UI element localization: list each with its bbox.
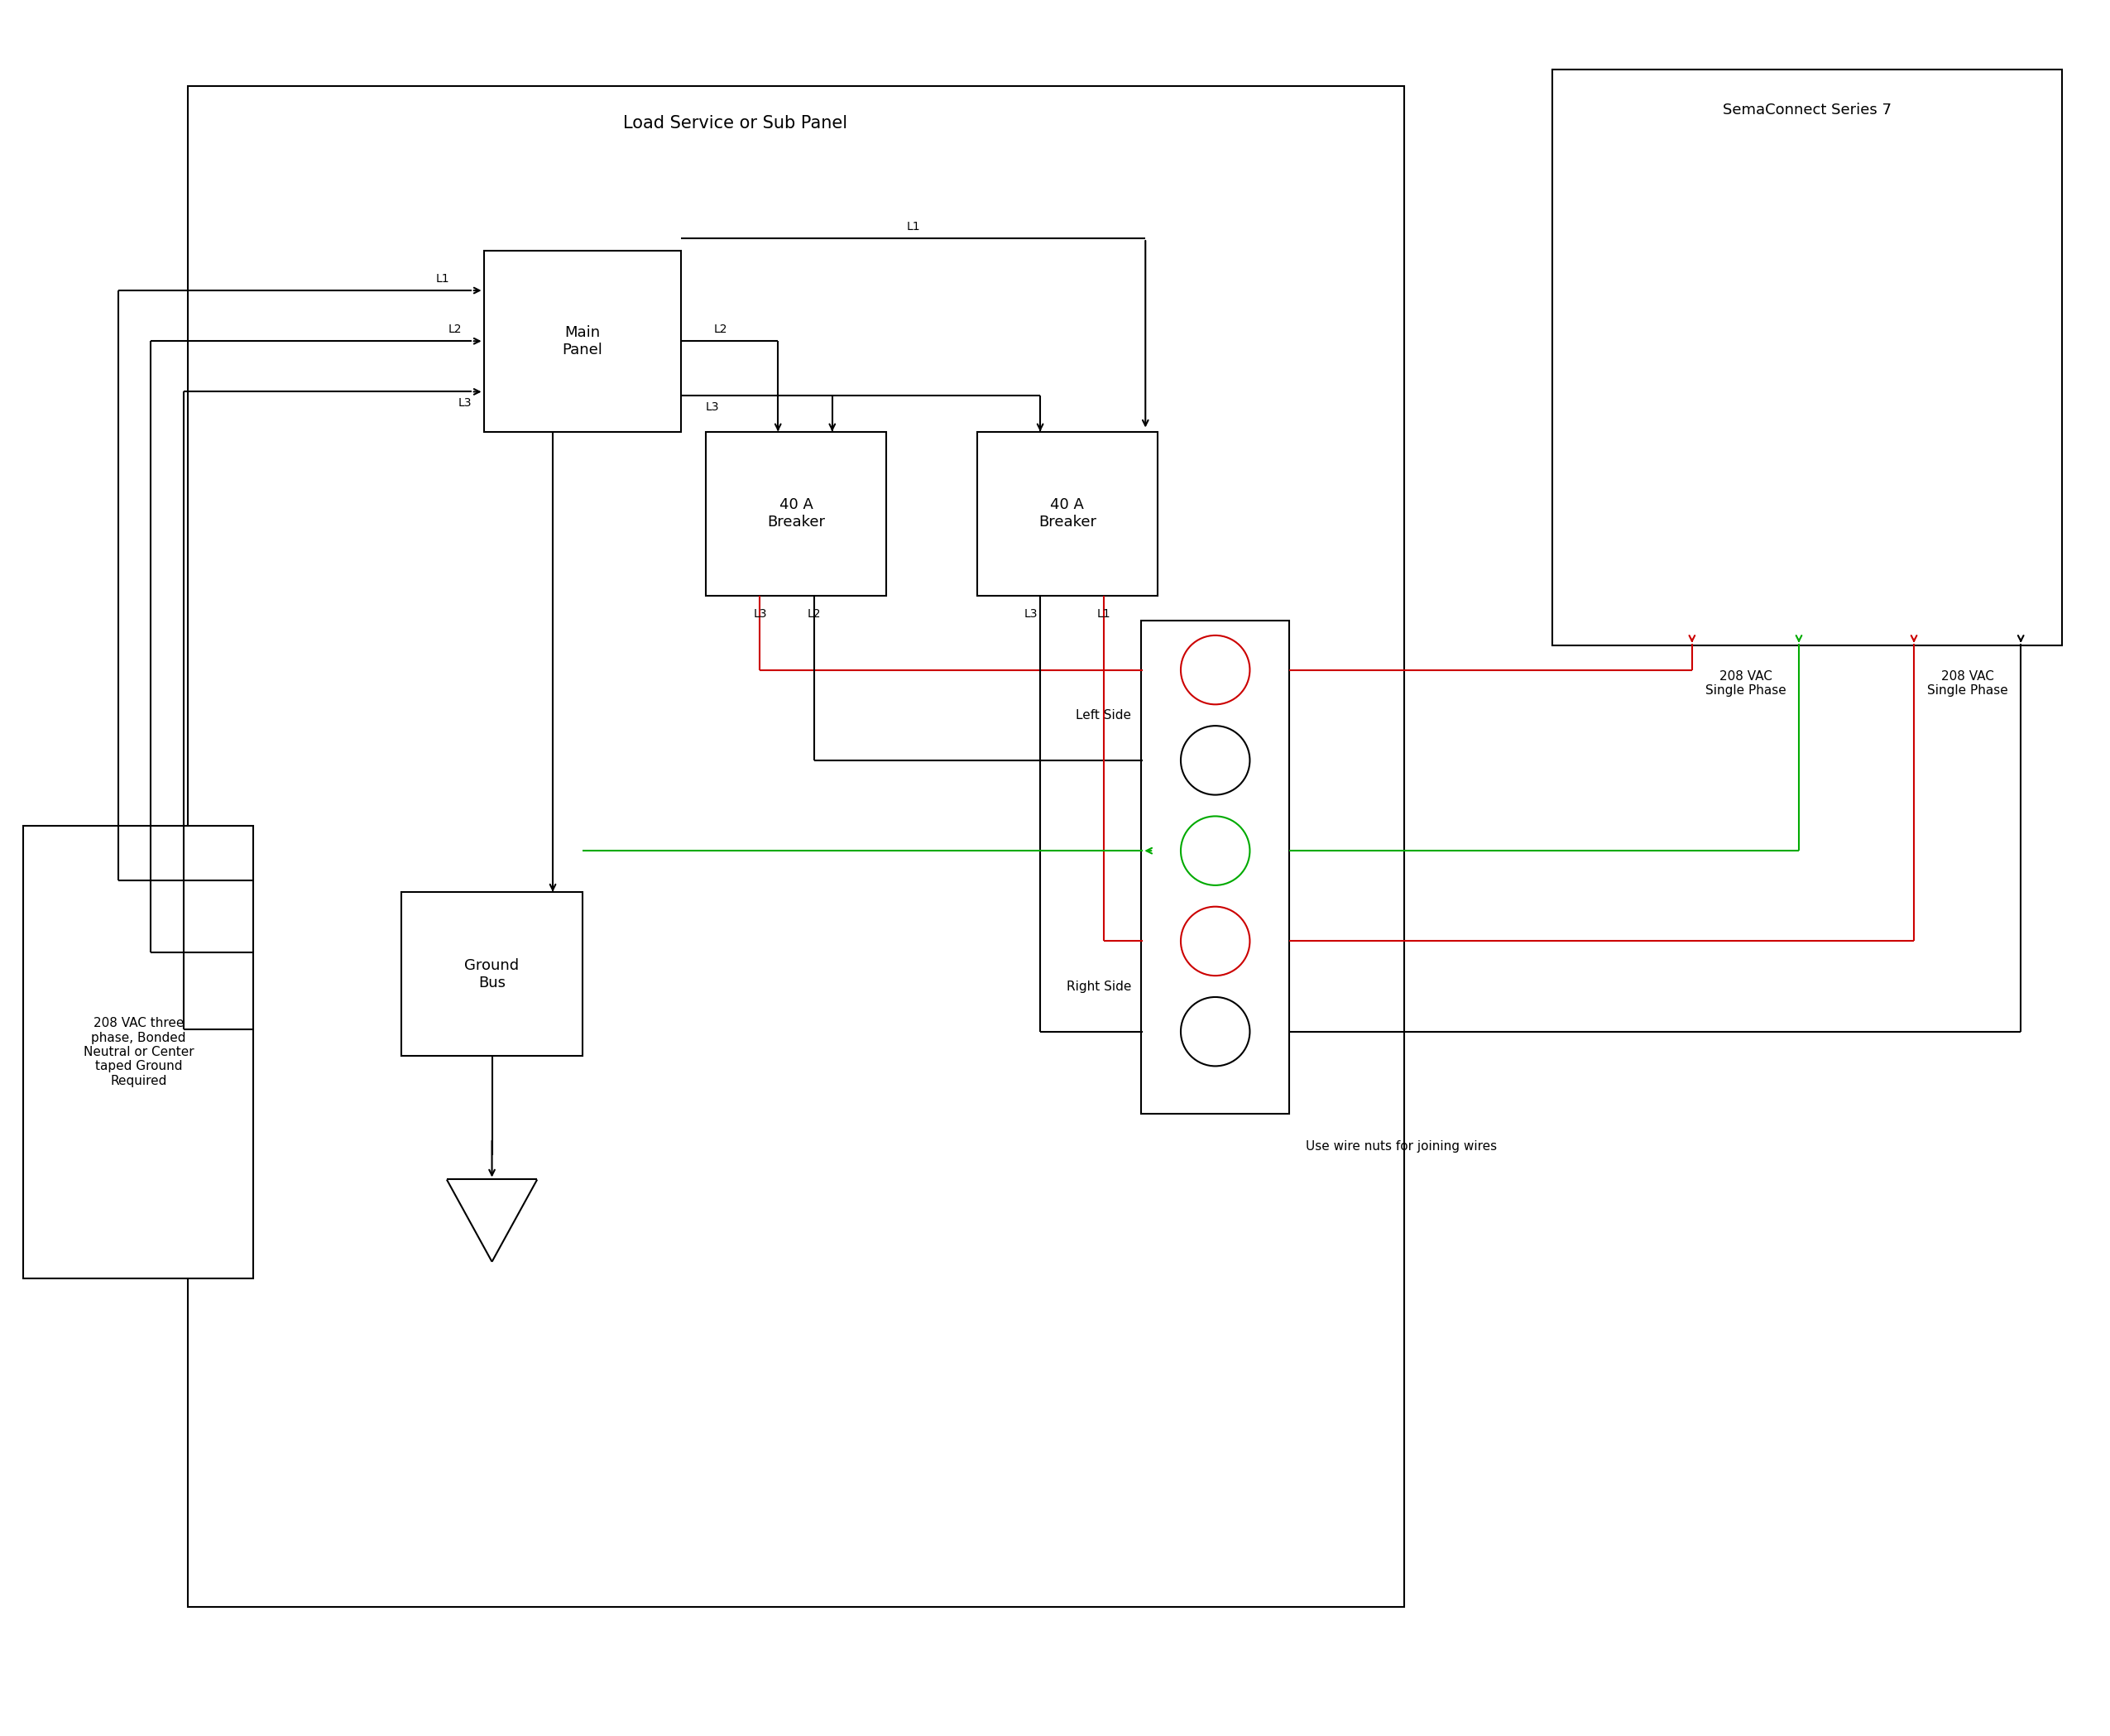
Text: 40 A
Breaker: 40 A Breaker bbox=[768, 498, 825, 529]
Text: 40 A
Breaker: 40 A Breaker bbox=[1038, 498, 1097, 529]
Polygon shape bbox=[977, 432, 1158, 595]
Text: 208 VAC
Single Phase: 208 VAC Single Phase bbox=[1705, 670, 1785, 696]
Polygon shape bbox=[483, 250, 682, 432]
Text: L3: L3 bbox=[458, 398, 471, 410]
Text: L3: L3 bbox=[753, 608, 766, 620]
Text: 208 VAC
Single Phase: 208 VAC Single Phase bbox=[1926, 670, 2009, 696]
Text: SemaConnect Series 7: SemaConnect Series 7 bbox=[1722, 102, 1891, 118]
Polygon shape bbox=[401, 892, 582, 1055]
Text: L2: L2 bbox=[447, 325, 462, 335]
Polygon shape bbox=[705, 432, 886, 595]
Text: Left Side: Left Side bbox=[1076, 708, 1131, 722]
Text: Load Service or Sub Panel: Load Service or Sub Panel bbox=[622, 115, 848, 132]
Polygon shape bbox=[1142, 620, 1289, 1115]
Text: Right Side: Right Side bbox=[1066, 981, 1131, 993]
Text: L2: L2 bbox=[713, 325, 728, 335]
Text: L1: L1 bbox=[907, 220, 920, 233]
Polygon shape bbox=[188, 87, 1405, 1608]
Text: L1: L1 bbox=[1097, 608, 1110, 620]
Text: 208 VAC three
phase, Bonded
Neutral or Center
taped Ground
Required: 208 VAC three phase, Bonded Neutral or C… bbox=[82, 1017, 194, 1087]
Polygon shape bbox=[23, 826, 253, 1278]
Text: L2: L2 bbox=[808, 608, 821, 620]
Text: L3: L3 bbox=[1023, 608, 1038, 620]
Polygon shape bbox=[1553, 69, 2061, 646]
Text: L3: L3 bbox=[705, 401, 720, 413]
Text: Ground
Bus: Ground Bus bbox=[464, 958, 519, 990]
Text: Main
Panel: Main Panel bbox=[561, 325, 603, 358]
Text: L1: L1 bbox=[437, 273, 449, 285]
Text: Use wire nuts for joining wires: Use wire nuts for joining wires bbox=[1306, 1141, 1496, 1153]
